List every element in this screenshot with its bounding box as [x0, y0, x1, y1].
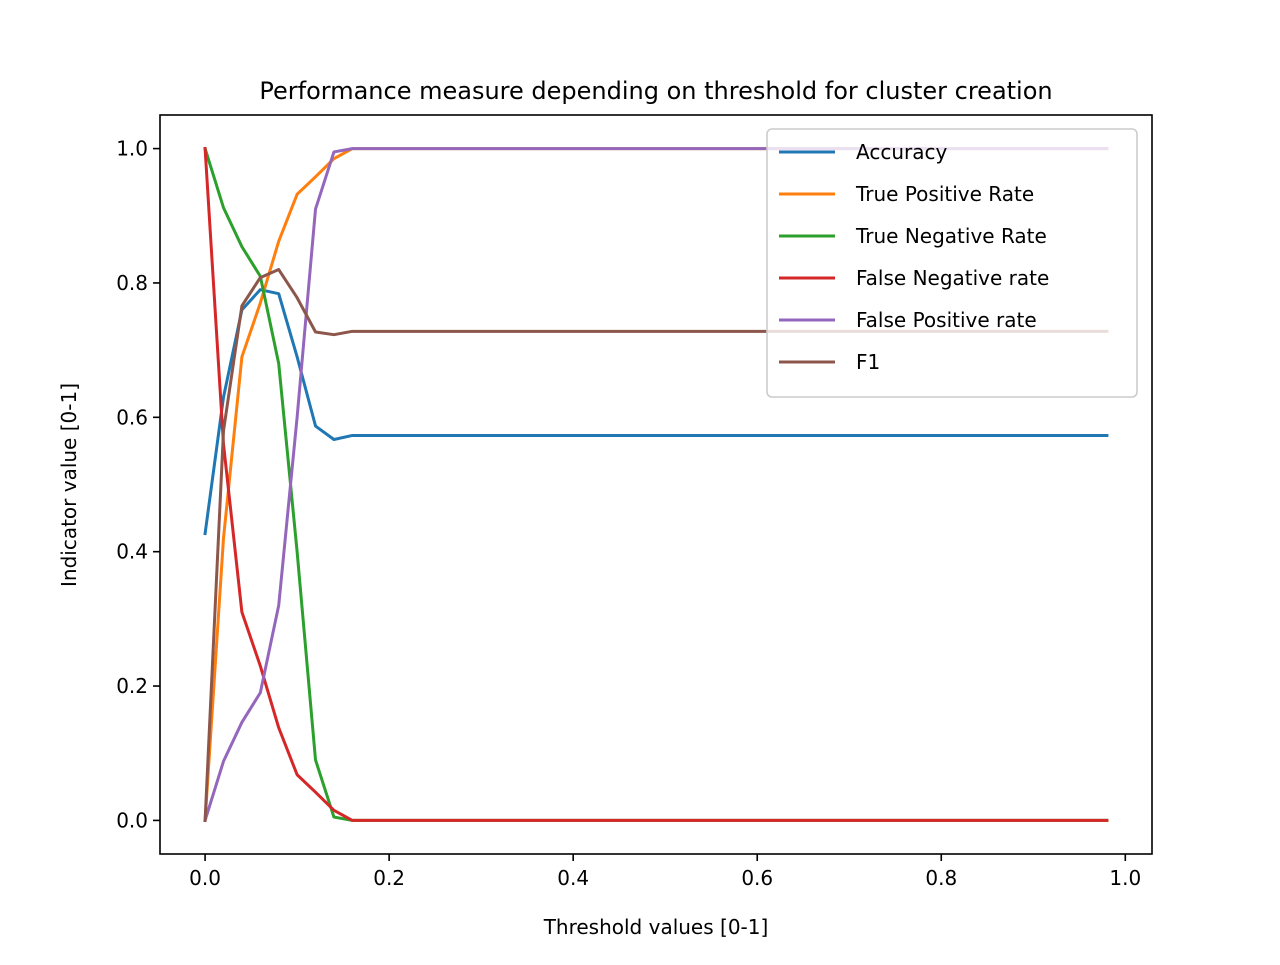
x-tick-label: 0.4	[557, 866, 589, 890]
series-line-1	[203, 147, 1109, 823]
y-axis-label: Indicator value [0-1]	[57, 383, 81, 587]
legend-label-3: False Negative rate	[856, 266, 1049, 290]
legend-box	[766, 128, 1138, 398]
y-tick-label: 1.0	[116, 137, 148, 161]
x-tick-label: 0.0	[189, 866, 221, 890]
legend-label-1: True Positive Rate	[855, 182, 1034, 206]
series-line-2	[203, 146, 1109, 822]
x-axis-label: Threshold values [0-1]	[543, 915, 769, 939]
series-line-0	[203, 288, 1109, 536]
y-tick-label: 0.2	[116, 674, 148, 698]
y-tick-label: 0.0	[116, 808, 148, 832]
legend-label-4: False Positive rate	[856, 308, 1037, 332]
y-tick-label: 0.6	[116, 405, 148, 429]
x-tick-label: 0.2	[373, 866, 405, 890]
series-line-3	[203, 146, 1109, 822]
axes-frame	[159, 114, 1153, 855]
y-tick-label: 0.4	[116, 540, 148, 564]
legend-label-0: Accuracy	[856, 140, 947, 164]
legend-label-5: F1	[856, 350, 880, 374]
series-line-5	[203, 268, 1109, 822]
y-tick-label: 0.8	[116, 271, 148, 295]
legend-label-2: True Negative Rate	[855, 224, 1047, 248]
x-tick-label: 0.8	[925, 866, 957, 890]
x-tick-label: 0.6	[741, 866, 773, 890]
x-tick-label: 1.0	[1109, 866, 1141, 890]
chart-title: Performance measure depending on thresho…	[259, 77, 1052, 105]
series-line-4	[203, 147, 1109, 823]
plot-area: 0.0 0.2 0.4 0.6 0.8 1.0 0.0 0.2 0.4 0.6 0.8 1.0 Accu…	[116, 114, 1153, 890]
